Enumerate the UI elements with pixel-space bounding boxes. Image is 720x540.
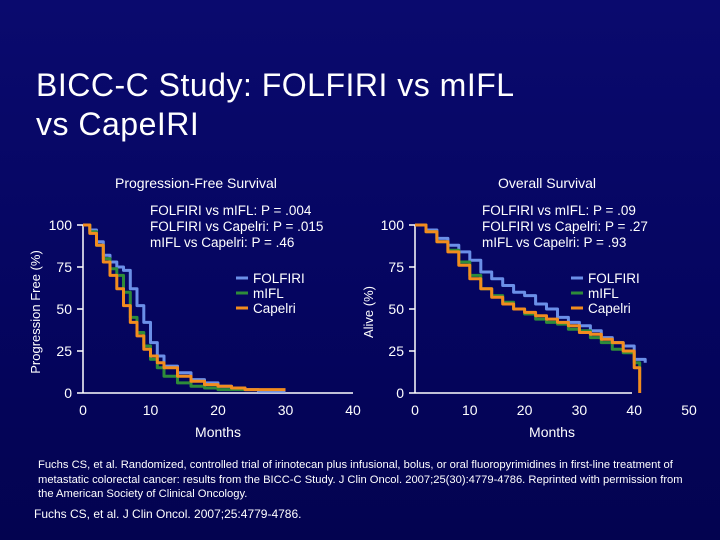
os-legend-label: FOLFIRI [588,271,640,286]
pfs-x-tick-label: 10 [143,402,159,418]
pfs-plot [77,223,353,394]
os-x-tick-label: 10 [462,402,478,418]
pfs-y-tick-label: 100 [49,217,73,233]
os-stat-line: FOLFIRI vs mIFL: P = .09 [482,203,636,218]
os-y-axis-title: Alive (%) [361,286,376,338]
os-y-tick-label: 100 [381,217,405,233]
pfs-x-tick-label: 0 [79,402,87,418]
os-stats-annotation: FOLFIRI vs mIFL: P = .09 FOLFIRI vs Cape… [482,203,648,251]
os-legend-label: Capelri [588,301,631,316]
os-x-axis-title: Months [529,424,575,440]
os-x-tick-label: 30 [572,402,588,418]
os-y-tick-label: 50 [388,301,404,317]
os-series-capelri-line [415,223,642,393]
pfs-y-tick-label: 25 [56,343,72,359]
pfs-y-tick-label: 50 [56,301,72,317]
pfs-y-tick-label: 0 [64,385,72,401]
pfs-x-tick-label: 40 [345,402,361,418]
os-y-tick-label: 0 [396,385,404,401]
os-x-tick-label: 20 [517,402,533,418]
os-y-tick-label: 75 [388,259,404,275]
pfs-x-axis-title: Months [195,424,241,440]
os-x-tick-label: 50 [681,402,697,418]
os-chart-title: Overall Survival [498,175,597,191]
pfs-series-capelri-line [83,223,286,392]
pfs-y-tick-label: 75 [56,259,72,275]
pfs-stat-line: FOLFIRI vs mIFL: P = .004 [150,203,312,218]
citation: Fuchs CS, et al. J Clin Oncol. 2007;25:4… [34,507,302,521]
os-stat-line: mIFL vs Capelri: P = .93 [482,235,627,250]
os-series-folfiri-line [415,223,647,363]
footnote: Fuchs CS, et al. Randomized, controlled … [38,459,683,500]
os-x-tick-label: 0 [411,402,419,418]
os-y-tick-label: 25 [388,343,404,359]
os-stat-line: FOLFIRI vs Capelri: P = .27 [482,219,648,234]
pfs-x-tick-label: 20 [210,402,226,418]
pfs-x-tick-label: 30 [278,402,294,418]
pfs-legend-label: FOLFIRI [253,271,305,286]
pfs-stats-annotation: FOLFIRI vs mIFL: P = .004 FOLFIRI vs Cap… [150,203,323,251]
os-legend-label: mIFL [588,286,619,301]
slide-title: BICC-C Study: FOLFIRI vs mIFL vs CapeIRI [36,67,515,142]
pfs-legend-label: Capelri [253,301,296,316]
pfs-stat-line: FOLFIRI vs Capelri: P = .015 [150,219,324,234]
pfs-chart-title: Progression-Free Survival [115,175,277,191]
pfs-legend-label: mIFL [253,286,284,301]
os-x-tick-label: 40 [626,402,642,418]
pfs-y-axis-title: Progression Free (%) [28,250,43,374]
pfs-stat-line: mIFL vs Capelri: P = .46 [150,235,295,250]
os-plot [409,223,647,394]
